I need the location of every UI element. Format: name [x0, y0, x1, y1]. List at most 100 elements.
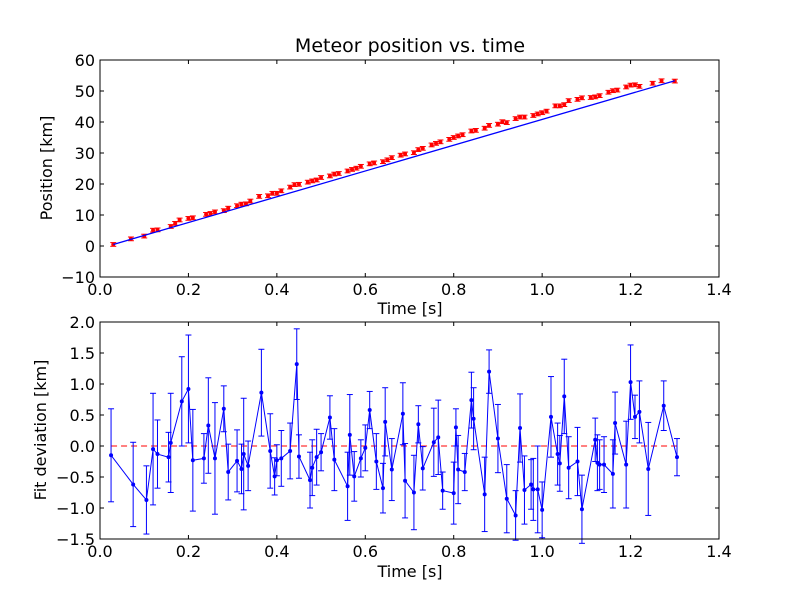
- measurement-point: [208, 211, 213, 216]
- measurement-point: [367, 161, 372, 166]
- measurement-point: [535, 111, 540, 116]
- measurement-point: [495, 122, 500, 127]
- measurement-point: [469, 128, 474, 133]
- measurement-point: [235, 203, 240, 208]
- measurement-point: [358, 164, 363, 169]
- measurement-point: [319, 175, 324, 180]
- measurement-point: [553, 103, 558, 108]
- chart-title: Meteor position vs. time: [295, 35, 525, 57]
- measurement-point: [434, 141, 439, 146]
- measurement-point: [632, 82, 637, 87]
- bottom-y-tick-label: 1.5: [70, 344, 95, 363]
- measurement-point: [411, 150, 416, 155]
- measurement-point: [190, 215, 195, 220]
- measurement-point: [177, 217, 182, 222]
- bottom-x-tick-label: 1.4: [706, 542, 731, 561]
- top-x-tick-label: 0.2: [176, 280, 201, 299]
- measurement-point: [270, 191, 275, 196]
- bottom-x-tick-label: 1.0: [529, 542, 554, 561]
- top-y-tick-label: 30: [75, 144, 95, 163]
- measurement-point: [345, 168, 350, 173]
- measurement-point: [606, 90, 611, 95]
- measurement-point: [305, 180, 310, 185]
- top-y-tick-label: 0: [85, 237, 95, 256]
- measurement-point: [226, 206, 231, 211]
- measurement-point: [204, 212, 209, 217]
- measurement-point: [416, 147, 421, 152]
- measurement-point: [314, 177, 319, 182]
- top-x-tick-label: 0.0: [87, 280, 112, 299]
- measurement-point: [288, 185, 293, 190]
- measurement-point: [566, 98, 571, 103]
- measurement-point: [327, 173, 332, 178]
- bottom-x-axis-label: Time [s]: [376, 562, 442, 581]
- measurement-point: [239, 202, 244, 207]
- measurement-point: [420, 146, 425, 151]
- measurement-point: [624, 84, 629, 89]
- bottom-x-tick-label: 0.4: [264, 542, 289, 561]
- measurement-point: [628, 83, 633, 88]
- measurement-point: [336, 171, 341, 176]
- bottom-y-tick-label: −1.0: [56, 499, 95, 518]
- measurement-point: [460, 132, 465, 137]
- top-y-tick-label: 10: [75, 206, 95, 225]
- top-x-tick-label: 0.4: [264, 280, 289, 299]
- measurement-point: [588, 95, 593, 100]
- position-plot: 0.0 0.2 0.4 0.6 0.8 1.0 1.2 1.4 −10 0 10 20 30 40 50 60: [61, 51, 731, 299]
- bottom-y-tick-label: −1.5: [56, 530, 95, 549]
- bottom-x-tick-label: 0.2: [176, 542, 201, 561]
- measurement-point: [212, 209, 217, 214]
- measurement-point: [482, 126, 487, 131]
- measurement-point: [540, 110, 545, 115]
- measurement-point: [372, 160, 377, 165]
- measurement-point: [456, 133, 461, 138]
- measurement-point: [487, 123, 492, 128]
- top-y-tick-label: 40: [75, 113, 95, 132]
- bottom-x-tick-label: 0.8: [441, 542, 466, 561]
- measurement-point: [151, 228, 156, 233]
- measurement-point: [296, 182, 301, 187]
- measurement-point: [610, 88, 615, 93]
- residual-point: [294, 362, 299, 367]
- measurement-point: [473, 128, 478, 133]
- measurement-point: [575, 97, 580, 102]
- measurement-point: [186, 216, 191, 221]
- measurement-point: [350, 167, 355, 172]
- top-y-tick-label: 60: [75, 51, 95, 70]
- measurement-point: [332, 172, 337, 177]
- bottom-frame: [99, 321, 720, 540]
- top-x-tick-label: 1.2: [618, 280, 643, 299]
- bottom-y-tick-label: −0.5: [56, 468, 95, 487]
- top-frame: [99, 59, 720, 278]
- measurement-point: [292, 182, 297, 187]
- top-y-axis-label: Position [km]: [37, 116, 56, 221]
- measurement-point: [403, 151, 408, 156]
- bottom-x-tick-label: 0.6: [353, 542, 378, 561]
- bottom-x-tick-label: 0.0: [87, 542, 112, 561]
- measurement-point: [650, 81, 655, 86]
- bottom-y-tick-label: 2.0: [70, 313, 95, 332]
- measurement-point: [438, 139, 443, 144]
- measurement-point: [659, 78, 664, 83]
- measurement-point: [579, 95, 584, 100]
- measurement-point: [513, 116, 518, 121]
- measurement-point: [266, 193, 271, 198]
- measurement-point: [385, 157, 390, 162]
- measurement-point: [504, 120, 509, 125]
- measurement-point: [279, 188, 284, 193]
- measurement-point: [597, 93, 602, 98]
- bottom-y-tick-label: 1.0: [70, 375, 95, 394]
- bottom-y-tick-label: 0.5: [70, 406, 95, 425]
- residual-line: [110, 364, 678, 518]
- measurement-point: [380, 159, 385, 164]
- measurement-point: [531, 113, 536, 118]
- measurement-point: [447, 137, 452, 142]
- measurement-series: [110, 78, 678, 247]
- top-x-tick-label: 1.0: [529, 280, 554, 299]
- measurement-point: [398, 153, 403, 158]
- measurement-point: [354, 166, 359, 171]
- top-y-tick-label: 50: [75, 82, 95, 101]
- measurement-point: [173, 221, 178, 226]
- measurement-point: [451, 135, 456, 140]
- top-x-tick-label: 1.4: [706, 280, 731, 299]
